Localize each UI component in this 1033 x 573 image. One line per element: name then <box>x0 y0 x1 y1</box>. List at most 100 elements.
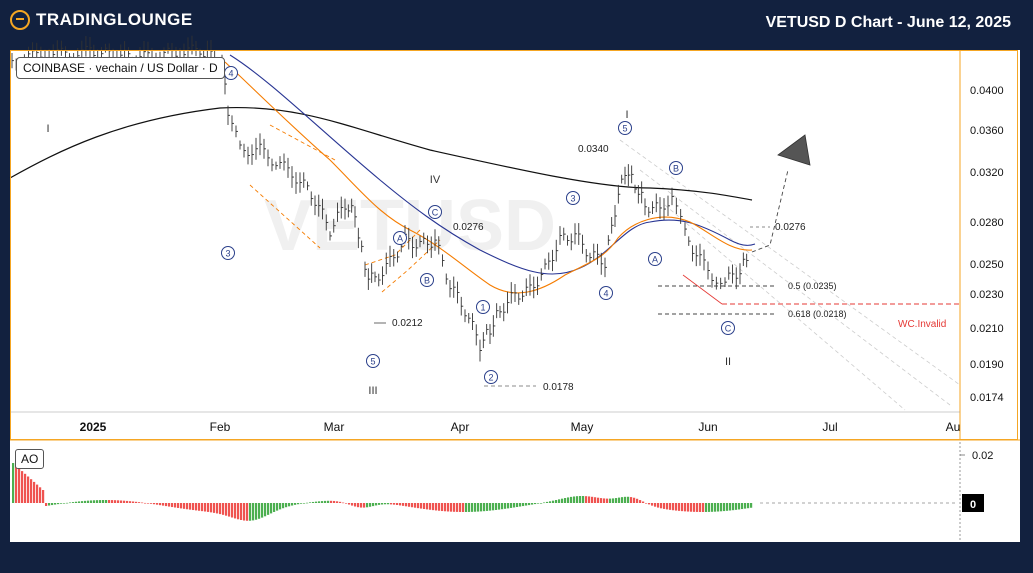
ao-bar <box>288 503 291 507</box>
ao-bar <box>741 503 744 510</box>
ao-bar <box>675 503 678 511</box>
ao-bar <box>738 503 741 510</box>
ao-histogram <box>12 463 753 521</box>
price-tick: 0.0280 <box>970 217 1004 229</box>
ao-bar <box>30 479 33 503</box>
ao-bar <box>438 503 441 511</box>
ao-bar <box>699 503 702 512</box>
ao-bar <box>321 501 324 503</box>
price-tick: 0.0400 <box>970 85 1004 97</box>
ao-bar <box>183 503 186 509</box>
ao-bar <box>663 503 666 509</box>
ao-bar <box>582 496 585 503</box>
price-tick: 0.0230 <box>970 289 1004 301</box>
ao-bar <box>405 503 408 507</box>
ao-bar <box>702 503 705 512</box>
ao-bar <box>150 503 153 504</box>
ao-bar <box>678 503 681 511</box>
ao-bar <box>549 501 552 503</box>
wave-circle-text: 3 <box>570 194 575 204</box>
ao-bar <box>156 503 159 505</box>
price-tick: 0.0320 <box>970 167 1004 179</box>
ao-bar <box>165 503 168 507</box>
ao-bar <box>510 503 513 508</box>
ao-bar <box>402 503 405 506</box>
ao-bar <box>201 503 204 512</box>
ao-bar <box>36 484 39 503</box>
ao-bar <box>147 503 150 504</box>
ao-bar <box>408 503 411 507</box>
ao-bar <box>144 502 147 504</box>
ao-bar <box>228 503 231 517</box>
price-axis: 0.0400 0.0360 0.0320 0.0280 0.0250 0.023… <box>970 85 1004 404</box>
ao-bar <box>99 500 102 503</box>
ao-bar <box>465 503 468 512</box>
ao-bar <box>447 503 450 512</box>
ao-bar <box>528 503 531 506</box>
ao-bar <box>747 503 750 509</box>
ao-bar <box>327 500 330 503</box>
ao-bar <box>654 503 657 507</box>
ao-bar <box>417 503 420 509</box>
wave-label-IV: IV <box>430 174 441 186</box>
ao-bar <box>492 503 495 511</box>
ao-bar <box>660 503 663 509</box>
wave-circle-text: B <box>673 164 679 174</box>
ao-bar <box>312 501 315 503</box>
ao-bar <box>42 490 45 503</box>
ao-bar <box>372 503 375 507</box>
ao-bar <box>291 503 294 506</box>
ao-bar <box>462 503 465 512</box>
wave-circle-text: A <box>397 234 403 244</box>
ao-bar <box>420 503 423 509</box>
invalidation-diag <box>682 274 723 305</box>
ao-bar <box>378 503 381 505</box>
ao-bar <box>297 503 300 505</box>
wave-circle-labels: 4 3 5 A B C 1 2 3 4 5 A B C <box>221 66 735 384</box>
ao-bar <box>546 501 549 503</box>
ao-bar <box>276 503 279 511</box>
ao-bar <box>258 503 261 519</box>
ao-bar <box>198 503 201 511</box>
price-tick: 0.0190 <box>970 359 1004 371</box>
ao-bar <box>192 503 195 511</box>
wave-circle <box>566 191 580 205</box>
ao-tick: 0 <box>970 499 976 511</box>
ao-bar <box>213 503 216 513</box>
ao-bar <box>390 503 393 505</box>
wave-circle-text: C <box>432 208 439 218</box>
ao-bar <box>306 502 309 504</box>
ao-bar <box>111 500 114 503</box>
ao-bar <box>93 500 96 503</box>
ao-bar <box>471 503 474 512</box>
wave-label-III: III <box>368 385 377 397</box>
ao-bar <box>396 503 399 506</box>
ao-bar <box>105 500 108 503</box>
ao-bar <box>744 503 747 509</box>
ao-bar <box>315 501 318 503</box>
time-tick: May <box>571 420 594 434</box>
ao-bar <box>384 503 387 505</box>
ao-bar <box>429 503 432 510</box>
wave-circle-text: 5 <box>622 124 627 134</box>
ao-bar <box>15 465 18 503</box>
ao-bar <box>657 503 660 508</box>
ao-bar <box>318 501 321 503</box>
ao-bar <box>504 503 507 509</box>
ao-bar <box>723 503 726 512</box>
wave-channel-lines <box>249 124 441 293</box>
ao-bar <box>636 498 639 503</box>
ao-bar <box>735 503 738 510</box>
ao-bar <box>456 503 459 512</box>
wave-circle <box>366 354 380 368</box>
ma-long-line <box>9 106 753 201</box>
ao-bar <box>336 501 339 503</box>
ao-bar <box>555 500 558 503</box>
ao-bar <box>75 501 78 503</box>
level-label: 0.0340 <box>578 144 609 155</box>
ao-bar <box>423 503 426 509</box>
ao-bar <box>24 473 27 503</box>
wave-label-I: I <box>46 123 49 135</box>
price-tick: 0.0210 <box>970 323 1004 335</box>
